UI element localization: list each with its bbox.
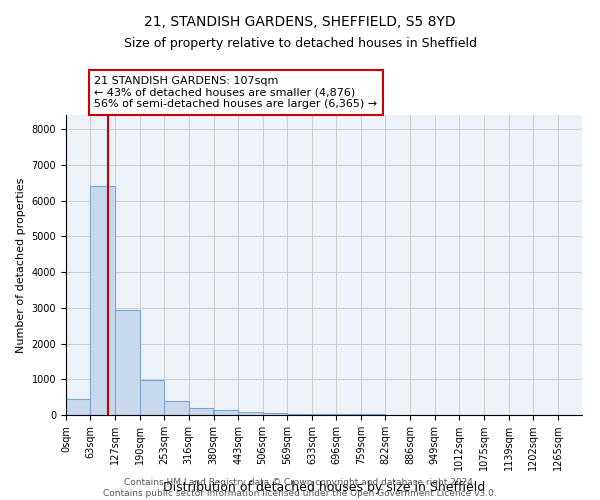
Bar [91,186,115,415]
Bar [115,310,140,415]
Bar [164,401,189,415]
Bar [287,414,311,415]
Bar [337,414,361,415]
Text: Size of property relative to detached houses in Sheffield: Size of property relative to detached ho… [124,38,476,51]
Text: 21 STANDISH GARDENS: 107sqm
← 43% of detached houses are smaller (4,876)
56% of : 21 STANDISH GARDENS: 107sqm ← 43% of det… [94,76,377,109]
X-axis label: Distribution of detached houses by size in Sheffield: Distribution of detached houses by size … [163,482,485,494]
Y-axis label: Number of detached properties: Number of detached properties [16,178,26,352]
Text: 21, STANDISH GARDENS, SHEFFIELD, S5 8YD: 21, STANDISH GARDENS, SHEFFIELD, S5 8YD [144,15,456,29]
Bar [140,380,164,415]
Bar [238,412,263,415]
Bar [66,399,91,415]
Bar [214,410,238,415]
Bar [263,413,287,415]
Bar [189,408,213,415]
Bar [312,414,337,415]
Bar [361,414,385,415]
Text: Contains HM Land Registry data © Crown copyright and database right 2024.
Contai: Contains HM Land Registry data © Crown c… [103,478,497,498]
